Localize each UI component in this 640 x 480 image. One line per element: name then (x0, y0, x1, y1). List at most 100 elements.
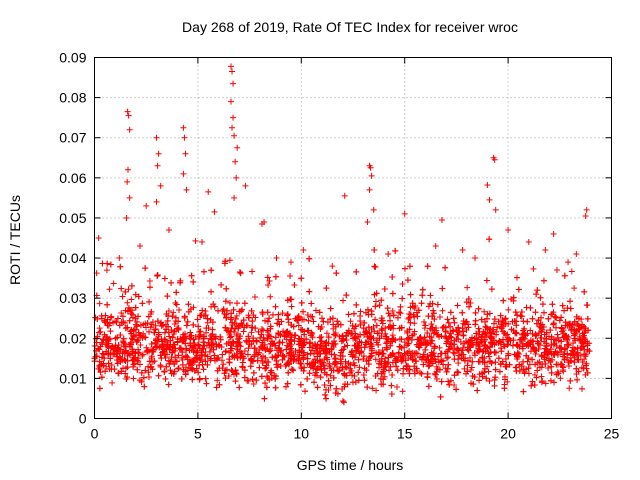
data-point-band (292, 332, 299, 339)
data-point-band (161, 351, 168, 358)
data-point-band (411, 305, 418, 312)
data-point (486, 196, 493, 203)
data-point-band (418, 370, 425, 377)
data-point-band (129, 357, 136, 364)
data-point-band (122, 370, 129, 377)
data-point-band (487, 357, 494, 364)
data-point (542, 247, 549, 254)
data-point-band (128, 296, 135, 303)
data-point-band (297, 381, 304, 388)
data-point-band (399, 357, 406, 364)
data-point-band (571, 359, 578, 366)
data-point-band (140, 374, 147, 381)
data-point (181, 134, 188, 141)
data-point-band (464, 368, 471, 375)
data-point-band (371, 263, 378, 270)
data-point-band (240, 355, 247, 362)
data-point-band (439, 285, 446, 292)
data-point-band (558, 325, 565, 332)
data-point-band (260, 327, 267, 334)
data-point-band (425, 383, 432, 390)
data-point (123, 214, 130, 221)
data-point-band (450, 328, 457, 335)
data-point-band (474, 387, 481, 394)
data-point-band (259, 345, 266, 352)
data-point-band (113, 319, 120, 326)
data-point-band (438, 378, 445, 385)
data-point (242, 182, 249, 189)
data-point-band (258, 331, 265, 338)
data-point-band (442, 264, 449, 271)
data-point-band (323, 371, 330, 378)
data-point-band (262, 380, 269, 387)
data-point-band (367, 353, 374, 360)
data-point-band (215, 307, 222, 314)
data-point-band (350, 352, 357, 359)
data-point-band (184, 367, 191, 374)
data-point-band (161, 368, 168, 375)
data-point-band (453, 386, 460, 393)
data-point-band (487, 334, 494, 341)
data-point-band (318, 323, 325, 330)
data-point-band (553, 343, 560, 350)
data-point-band (310, 318, 317, 325)
data-point-band (560, 327, 567, 334)
data-point-band (127, 307, 134, 314)
data-point-band (517, 312, 524, 319)
data-point-band (136, 361, 143, 368)
data-point-band (163, 363, 170, 370)
data-point-band (435, 353, 442, 360)
data-point-band (463, 326, 470, 333)
data-point-band (276, 331, 283, 338)
data-point-band (189, 376, 196, 383)
data-point-band (429, 300, 436, 307)
data-point (116, 255, 123, 262)
data-point-band (420, 361, 427, 368)
data-point-band (411, 328, 418, 335)
data-point-band (142, 367, 149, 374)
data-point (227, 98, 234, 105)
data-point-band (372, 316, 379, 323)
data-point-band (122, 348, 129, 355)
data-point-band (124, 353, 131, 360)
data-point-band (106, 335, 113, 342)
data-point-band (406, 314, 413, 321)
data-point-band (220, 306, 227, 313)
data-point-band (256, 364, 263, 371)
data-point-band (444, 354, 451, 361)
data-point-band (272, 273, 279, 280)
data-point (273, 255, 280, 262)
data-point (341, 192, 348, 199)
data-point-band (380, 350, 387, 357)
data-point-band (104, 301, 111, 308)
data-point-band (353, 301, 360, 308)
data-point-band (241, 374, 248, 381)
data-point-band (402, 265, 409, 272)
data-point-band (560, 351, 566, 358)
data-point-band (167, 337, 174, 344)
data-point (329, 263, 336, 270)
data-point-band (343, 336, 350, 343)
data-point (229, 124, 236, 131)
data-point (157, 182, 164, 189)
data-point-band (259, 360, 266, 367)
data-point-band (354, 344, 361, 351)
data-point-band (262, 365, 269, 372)
data-point-band (528, 382, 535, 389)
data-point-band (419, 292, 426, 299)
data-point (124, 178, 131, 185)
data-point-band (317, 342, 324, 349)
data-point-band (408, 336, 415, 343)
data-point-band (264, 274, 271, 281)
data-point-band (245, 314, 252, 321)
data-point-band (137, 342, 144, 349)
data-point-band (139, 300, 146, 307)
data-point-band (209, 341, 216, 348)
data-point-band (548, 311, 555, 318)
data-point-band (122, 357, 129, 364)
data-point-band (157, 352, 164, 359)
data-point-band (584, 369, 591, 376)
data-point-band (451, 319, 458, 326)
data-point-band (558, 314, 565, 321)
data-point-band (356, 364, 363, 371)
